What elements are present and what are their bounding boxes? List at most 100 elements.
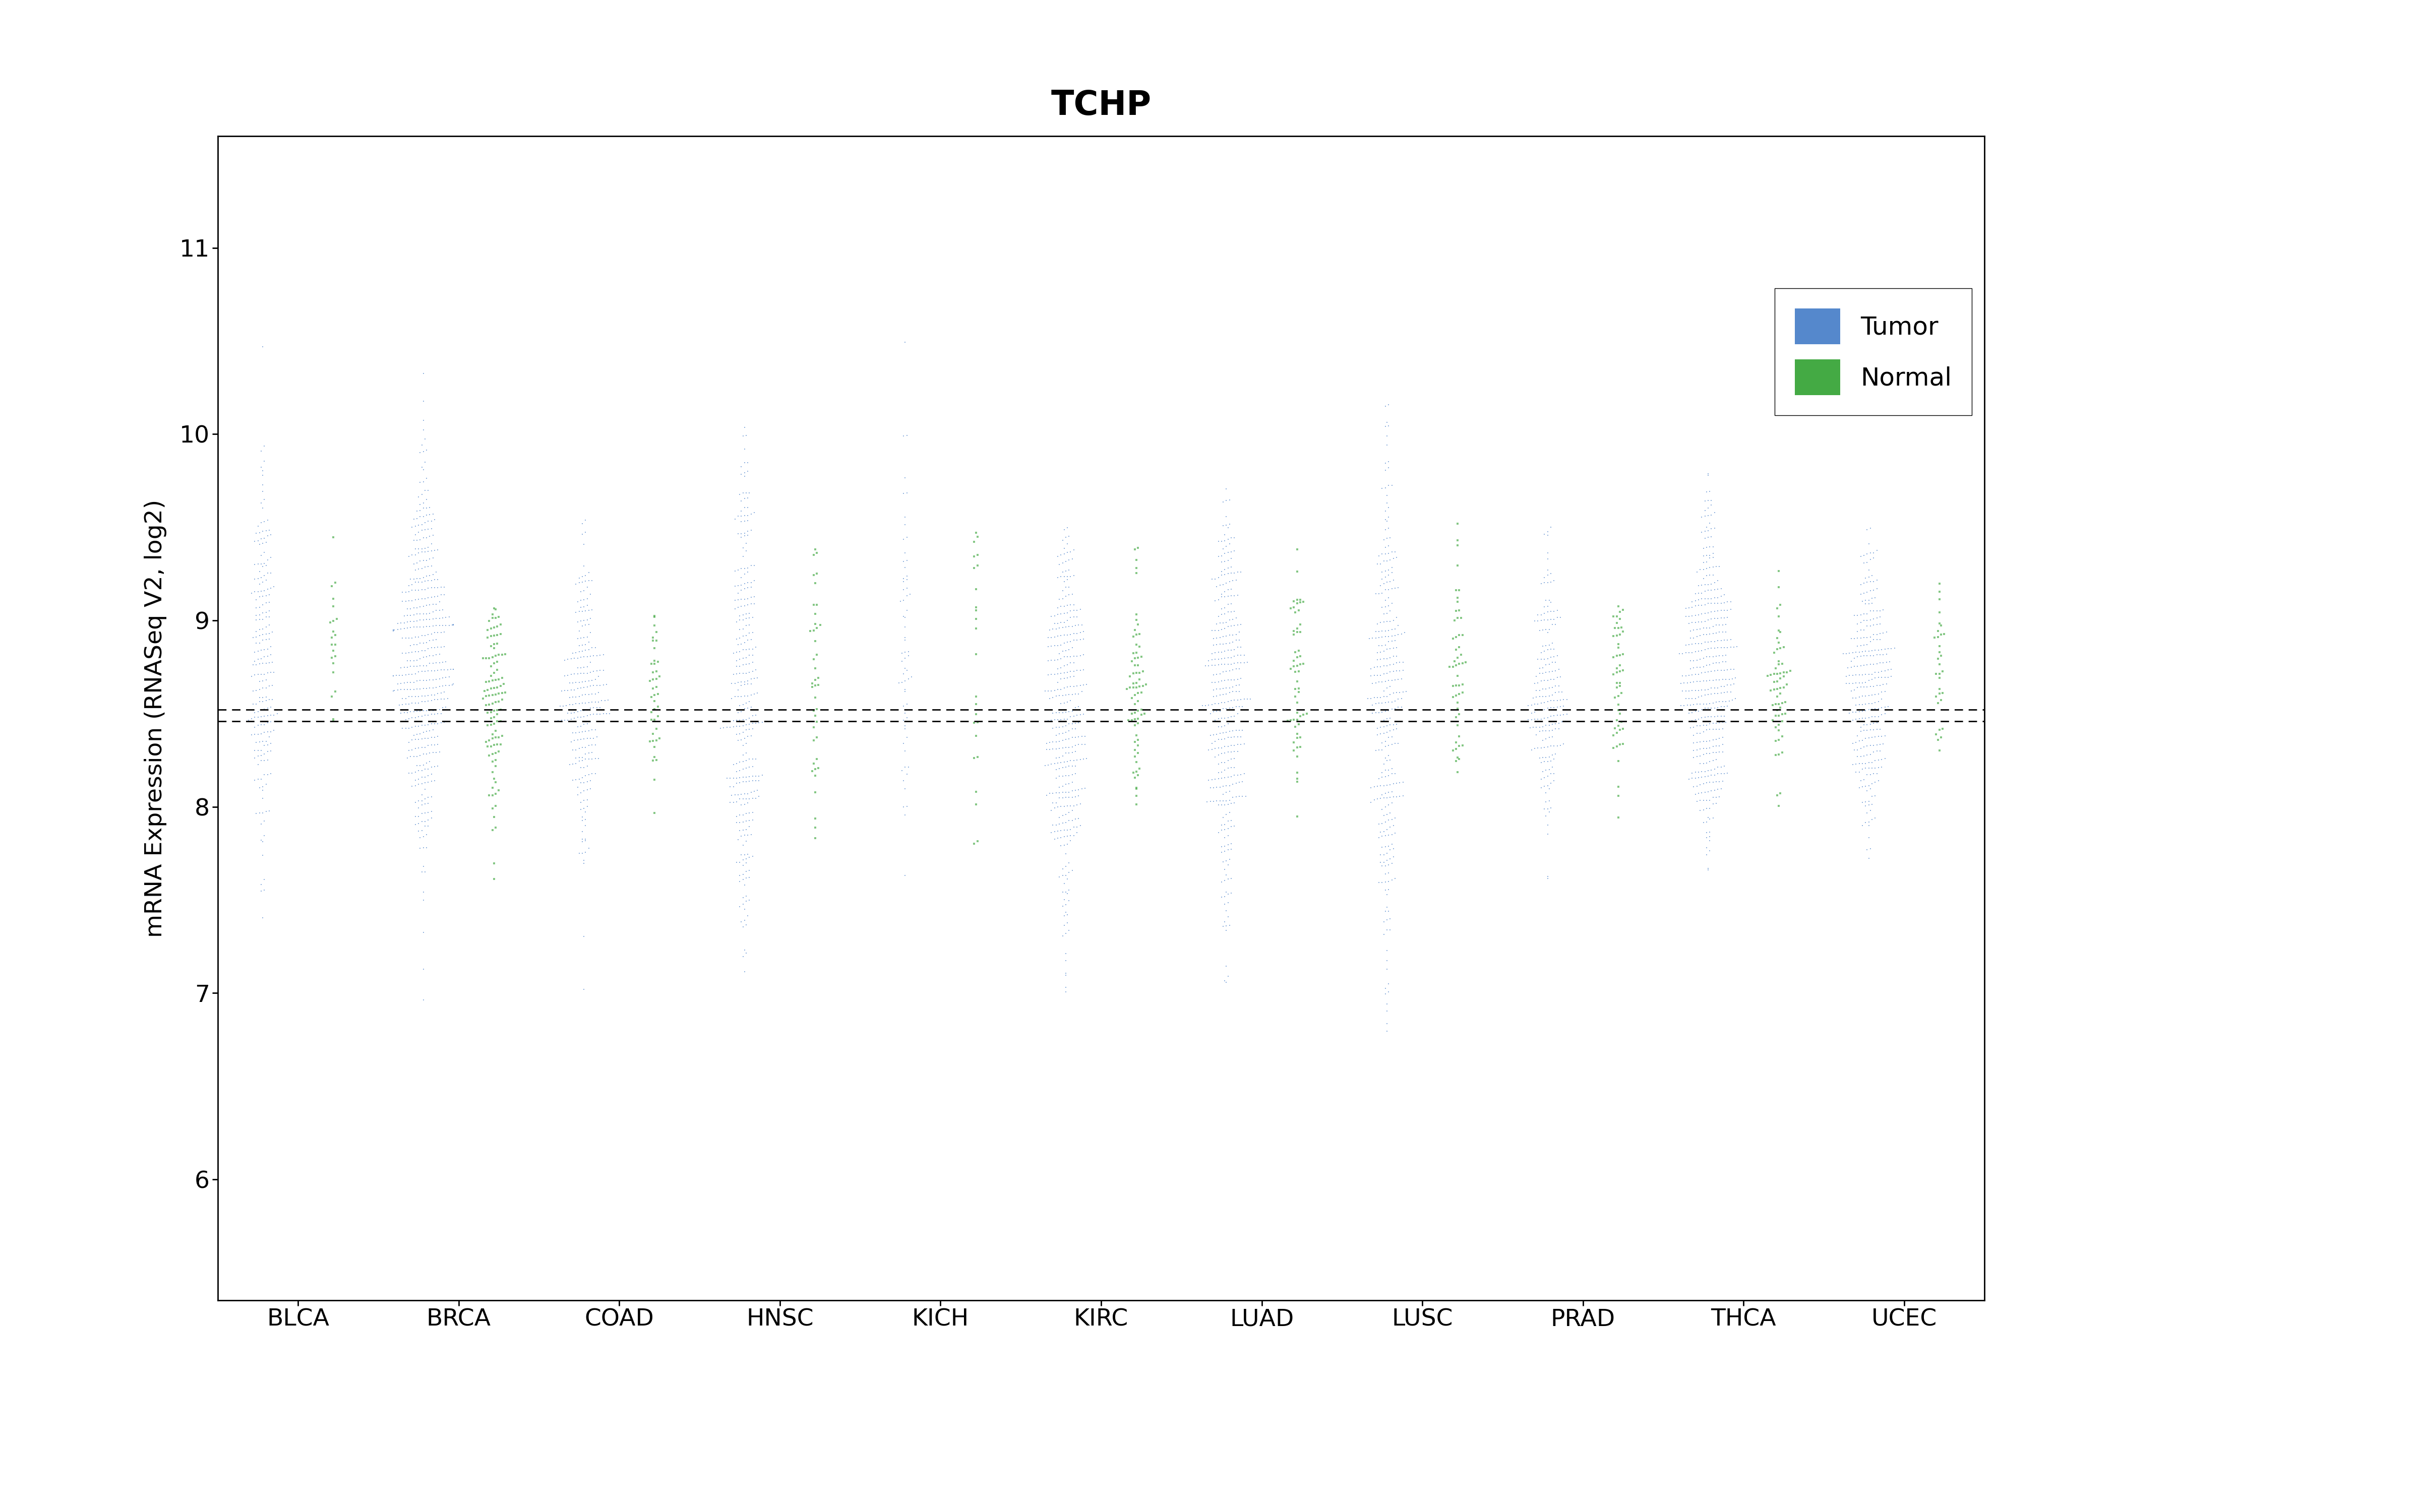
Point <box>1849 697 1888 721</box>
Point <box>1208 632 1246 656</box>
Point <box>1220 620 1258 644</box>
Point <box>1212 679 1251 703</box>
Point <box>636 649 675 673</box>
Point <box>232 706 271 730</box>
Point <box>1919 665 1958 689</box>
Point <box>958 525 997 549</box>
Point <box>731 585 770 609</box>
Point <box>883 605 922 629</box>
Point <box>1672 641 1711 665</box>
Point <box>1212 866 1251 891</box>
Point <box>399 556 438 581</box>
Point <box>1116 537 1154 561</box>
Point <box>724 853 762 877</box>
Point <box>1362 634 1401 658</box>
Point <box>1365 588 1404 612</box>
Point <box>1041 552 1079 576</box>
Point <box>1280 638 1319 662</box>
Point <box>1704 680 1742 705</box>
Point <box>409 785 448 809</box>
Point <box>728 696 767 720</box>
Point <box>956 556 995 581</box>
Point <box>1198 751 1237 776</box>
Point <box>1222 688 1261 712</box>
Point <box>242 878 281 903</box>
Point <box>1362 871 1401 895</box>
Point <box>1437 714 1476 738</box>
Point <box>728 451 767 475</box>
Point <box>745 709 784 733</box>
Point <box>1200 611 1239 635</box>
Point <box>1193 653 1232 677</box>
Point <box>382 656 421 680</box>
Point <box>1362 765 1401 789</box>
Point <box>247 652 286 676</box>
Point <box>1045 833 1084 857</box>
Point <box>397 567 436 591</box>
Point <box>1372 868 1411 892</box>
Point <box>1687 556 1725 581</box>
Point <box>1851 570 1890 594</box>
Point <box>1687 668 1725 692</box>
Point <box>1217 584 1256 608</box>
Point <box>1212 546 1251 570</box>
Point <box>1684 567 1723 591</box>
Point <box>883 759 922 783</box>
Point <box>411 688 450 712</box>
Point <box>1754 662 1793 686</box>
Point <box>1350 791 1389 815</box>
Point <box>1542 605 1580 629</box>
Point <box>1360 582 1399 606</box>
Point <box>1205 735 1244 759</box>
Point <box>1198 647 1237 671</box>
Point <box>1704 762 1742 786</box>
Point <box>390 544 428 569</box>
Point <box>416 659 455 683</box>
Point <box>721 810 760 835</box>
Point <box>249 561 288 585</box>
Point <box>1370 505 1408 529</box>
Point <box>1285 703 1324 727</box>
Point <box>1919 618 1958 643</box>
Point <box>1370 780 1408 804</box>
Point <box>237 730 276 754</box>
Point <box>731 780 770 804</box>
Point <box>240 608 278 632</box>
Point <box>1041 611 1079 635</box>
Point <box>1854 627 1892 652</box>
Point <box>404 653 443 677</box>
Point <box>1692 682 1730 706</box>
Point <box>794 618 832 643</box>
Point <box>409 478 448 502</box>
Point <box>399 804 438 829</box>
Point <box>1365 458 1404 482</box>
Point <box>1217 679 1256 703</box>
Point <box>549 647 588 671</box>
Point <box>796 815 835 839</box>
Point <box>472 706 511 730</box>
Point <box>382 671 421 696</box>
Point <box>1660 641 1699 665</box>
Point <box>1696 659 1735 683</box>
Point <box>1205 765 1244 789</box>
Point <box>731 667 770 691</box>
Point <box>1038 708 1077 732</box>
Point <box>1600 643 1638 667</box>
Point <box>1198 761 1237 785</box>
Point <box>1844 662 1883 686</box>
Point <box>1026 679 1065 703</box>
Point <box>566 742 605 767</box>
Point <box>1861 643 1900 667</box>
Point <box>404 408 443 432</box>
Point <box>728 593 767 617</box>
Point <box>1379 696 1418 720</box>
Point <box>407 777 445 801</box>
Point <box>240 532 278 556</box>
Point <box>1527 647 1566 671</box>
Point <box>724 786 762 810</box>
Point <box>416 688 455 712</box>
Point <box>1532 561 1571 585</box>
Point <box>1687 543 1725 567</box>
Point <box>407 703 445 727</box>
Point <box>254 650 293 674</box>
